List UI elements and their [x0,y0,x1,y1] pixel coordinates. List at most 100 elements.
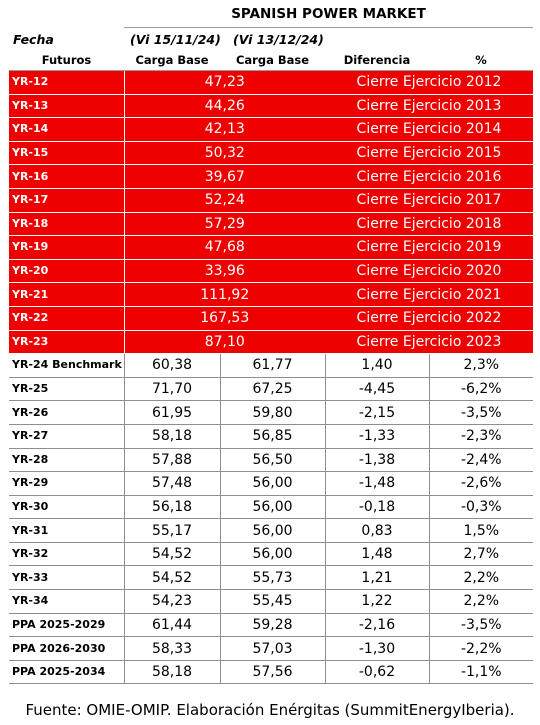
open-year-row: PPA 2025-2029 61,44 59,28 -2,16 -3,5% [9,613,534,638]
open-year-row: YR-31 55,17 56,00 0,83 1,5% [9,518,534,543]
source-footer: Fuente: OMIE-OMIP. Elaboración Enérgitas… [25,701,515,719]
diferencia-value: -4,45 [325,377,430,402]
row-label: YR-28 [9,448,125,473]
carga-base-previous: 58,18 [124,424,221,449]
closing-value: 50,32 [124,141,325,166]
closed-year-row: YR-13 44,26 Cierre Ejercicio 2013 [9,94,534,119]
pct-value: 2,2% [429,589,534,614]
diferencia-value: 1,40 [325,353,430,378]
col-header-diferencia: Diferencia [325,50,429,71]
closed-year-row: YR-20 33,96 Cierre Ejercicio 2020 [9,259,534,284]
row-label: YR-19 [9,235,125,260]
carga-base-previous: 58,33 [124,636,221,661]
closing-value: 57,29 [124,212,325,237]
page-title: SPANISH POWER MARKET [124,2,533,28]
diferencia-value: -1,38 [325,448,430,473]
carga-base-current: 56,50 [220,448,326,473]
open-year-row: YR-24 Benchmark 60,38 61,77 1,40 2,3% [9,353,534,378]
diferencia-value: -0,62 [325,660,430,685]
carga-base-current: 55,45 [220,589,326,614]
row-label: YR-22 [9,306,125,331]
open-year-row: YR-27 58,18 56,85 -1,33 -2,3% [9,424,534,449]
closing-value: 47,68 [124,235,325,260]
carga-base-previous: 60,38 [124,353,221,378]
carga-base-current: 61,77 [220,353,326,378]
carga-base-previous: 54,52 [124,565,221,591]
closing-note: Cierre Ejercicio 2022 [325,306,534,331]
closed-year-row: YR-17 52,24 Cierre Ejercicio 2017 [9,188,534,213]
carga-base-current: 56,00 [220,518,326,543]
carga-base-previous: 61,44 [124,613,221,638]
carga-base-previous: 54,52 [124,542,221,567]
diferencia-value: -1,30 [325,636,430,661]
date-previous: (Vi 15/11/24) [130,32,221,47]
carga-base-previous: 56,18 [124,495,221,520]
closed-year-row: YR-15 50,32 Cierre Ejercicio 2015 [9,141,534,166]
row-label: YR-16 [9,164,125,189]
row-label: YR-14 [9,117,125,142]
carga-base-previous: 55,17 [124,518,221,543]
closed-year-row: YR-23 87,10 Cierre Ejercicio 2023 [9,330,534,355]
pct-value: 1,5% [429,518,534,543]
row-label: YR-25 [9,377,125,402]
col-header-pct: % [429,50,533,71]
row-label: YR-26 [9,400,125,425]
open-year-row: YR-28 57,88 56,50 -1,38 -2,4% [9,448,534,473]
pct-value: -2,6% [429,471,534,496]
row-label: YR-21 [9,282,125,307]
closed-year-row: YR-22 167,53 Cierre Ejercicio 2022 [9,306,534,331]
col-header-carga-base-2: Carga Base [220,50,325,71]
row-label: YR-24 Benchmark [9,353,125,378]
pct-value: -6,2% [429,377,534,402]
row-label: YR-12 [9,71,125,95]
diferencia-value: 0,83 [325,518,430,543]
closing-value: 39,67 [124,164,325,189]
closing-value: 42,13 [124,117,325,142]
pct-value: -2,2% [429,636,534,661]
row-label: YR-27 [9,424,125,449]
diferencia-value: 1,48 [325,542,430,567]
diferencia-value: 1,21 [325,565,430,591]
carga-base-current: 57,56 [220,660,326,685]
closing-note: Cierre Ejercicio 2016 [325,164,534,189]
carga-base-current: 55,73 [220,565,326,591]
closed-year-row: YR-18 57,29 Cierre Ejercicio 2018 [9,212,534,237]
diferencia-value: -0,18 [325,495,430,520]
closing-value: 44,26 [124,94,325,119]
carga-base-current: 56,85 [220,424,326,449]
col-header-futuros: Futuros [9,50,124,71]
closing-note: Cierre Ejercicio 2014 [325,117,534,142]
pct-value: -2,3% [429,424,534,449]
row-label: YR-17 [9,188,125,213]
carga-base-current: 56,00 [220,471,326,496]
carga-base-previous: 58,18 [124,660,221,685]
closing-note: Cierre Ejercicio 2015 [325,141,534,166]
open-year-row: YR-26 61,95 59,80 -2,15 -3,5% [9,400,534,425]
carga-base-previous: 57,88 [124,448,221,473]
carga-base-current: 59,28 [220,613,326,638]
carga-base-current: 56,00 [220,495,326,520]
diferencia-value: -2,15 [325,400,430,425]
fecha-label: Fecha [13,32,54,47]
pct-value: -0,3% [429,495,534,520]
closing-value: 52,24 [124,188,325,213]
closing-value: 47,23 [124,71,325,95]
row-label: PPA 2026-2030 [9,636,125,661]
closing-note: Cierre Ejercicio 2018 [325,212,534,237]
open-year-row: PPA 2025-2034 58,18 57,56 -0,62 -1,1% [9,660,534,685]
closed-year-row: YR-14 42,13 Cierre Ejercicio 2014 [9,117,534,142]
carga-base-current: 67,25 [220,377,326,402]
diferencia-value: -2,16 [325,613,430,638]
row-label: YR-23 [9,330,125,355]
carga-base-current: 59,80 [220,400,326,425]
row-label: PPA 2025-2029 [9,613,125,638]
carga-base-previous: 61,95 [124,400,221,425]
closing-note: Cierre Ejercicio 2012 [325,71,534,95]
carga-base-current: 56,00 [220,542,326,567]
row-label: PPA 2025-2034 [9,660,125,685]
open-year-row: YR-34 54,23 55,45 1,22 2,2% [9,589,534,614]
pct-value: 2,2% [429,565,534,591]
row-label: YR-15 [9,141,125,166]
closing-note: Cierre Ejercicio 2020 [325,259,534,284]
pct-value: -2,4% [429,448,534,473]
